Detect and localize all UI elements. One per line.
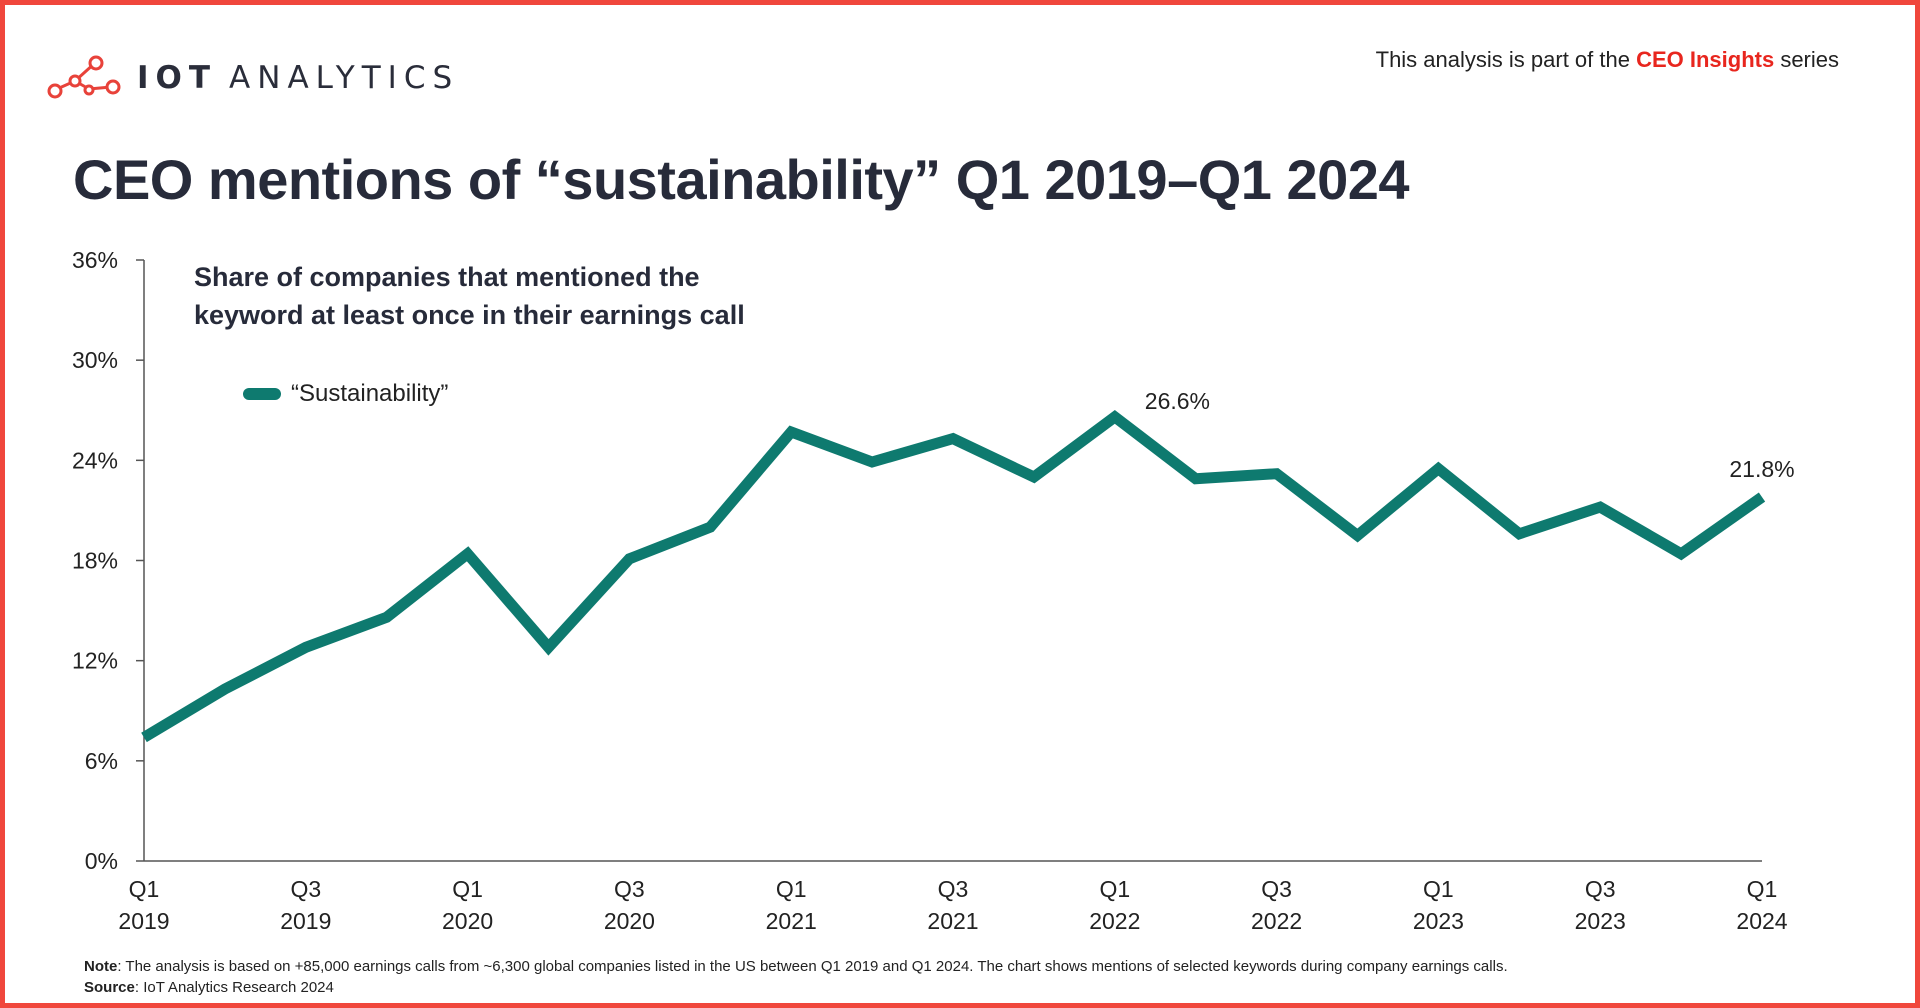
x-tick-label-quarter: Q3 — [290, 876, 321, 902]
logo-wordmark: IOT ANALYTICS — [137, 60, 459, 96]
legend-swatch — [243, 388, 281, 400]
series-line-sustainability — [141, 410, 1766, 743]
series-note-prefix: This analysis is part of the — [1375, 47, 1637, 72]
footnote: Note: The analysis is based on +85,000 e… — [84, 956, 1508, 998]
y-tick-label: 18% — [72, 548, 118, 574]
x-tick-label-year: 2021 — [927, 908, 978, 934]
x-tick-label-quarter: Q1 — [776, 876, 807, 902]
brand-logo: IOT ANALYTICS — [45, 55, 459, 101]
note-text: : The analysis is based on +85,000 earni… — [117, 958, 1508, 975]
legend-label: “Sustainability” — [291, 380, 449, 407]
y-tick-label: 30% — [72, 347, 118, 373]
footnote-note: Note: The analysis is based on +85,000 e… — [84, 956, 1508, 977]
x-tick-label-quarter: Q1 — [1423, 876, 1454, 902]
x-tick-label-year: 2019 — [118, 908, 169, 934]
data-label: 21.8% — [1729, 456, 1794, 482]
x-tick-label-year: 2019 — [280, 908, 331, 934]
source-text: : IoT Analytics Research 2024 — [134, 979, 334, 996]
x-tick-label-quarter: Q3 — [1585, 876, 1616, 902]
x-tick-label-year: 2021 — [766, 908, 817, 934]
data-label: 26.6% — [1145, 388, 1210, 414]
x-tick-label-year: 2020 — [604, 908, 655, 934]
chart-subtitle-line2: keyword at least once in their earnings … — [194, 300, 745, 330]
footnote-source: Source: IoT Analytics Research 2024 — [84, 977, 1508, 998]
logo-text-bold: IOT — [137, 60, 218, 96]
y-tick-label: 12% — [72, 648, 118, 674]
x-tick-label-quarter: Q3 — [1261, 876, 1292, 902]
x-tick-label-quarter: Q3 — [614, 876, 645, 902]
chart-subtitle-line1: Share of companies that mentioned the — [194, 262, 700, 292]
y-tick-label: 0% — [85, 848, 118, 874]
y-tick-label: 6% — [85, 748, 118, 774]
x-tick-label-year: 2023 — [1413, 908, 1464, 934]
series-note-highlight: CEO Insights — [1636, 47, 1775, 72]
series-note-suffix: series — [1774, 47, 1839, 72]
chart-subtitle: Share of companies that mentioned the ke… — [194, 258, 745, 334]
y-tick-label: 36% — [72, 247, 118, 273]
logo-text-light: ANALYTICS — [229, 60, 460, 96]
x-tick-label-year: 2020 — [442, 908, 493, 934]
x-tick-label-year: 2022 — [1251, 908, 1302, 934]
x-tick-label-quarter: Q1 — [129, 876, 160, 902]
series-note: This analysis is part of the CEO Insight… — [1376, 47, 1839, 73]
x-tick-label-quarter: Q1 — [1099, 876, 1130, 902]
x-tick-label-quarter: Q1 — [1747, 876, 1778, 902]
x-tick-label-quarter: Q3 — [938, 876, 969, 902]
x-tick-label-year: 2024 — [1736, 908, 1787, 934]
chart-legend: “Sustainability” — [243, 380, 448, 408]
note-label: Note — [84, 958, 118, 975]
page-title: CEO mentions of “sustainability” Q1 2019… — [73, 148, 1410, 211]
network-nodes-icon — [47, 55, 121, 99]
source-label: Source — [84, 979, 135, 996]
x-tick-label-year: 2022 — [1089, 908, 1140, 934]
x-tick-label-quarter: Q1 — [452, 876, 483, 902]
y-tick-label: 24% — [72, 447, 118, 473]
x-tick-label-year: 2023 — [1575, 908, 1626, 934]
